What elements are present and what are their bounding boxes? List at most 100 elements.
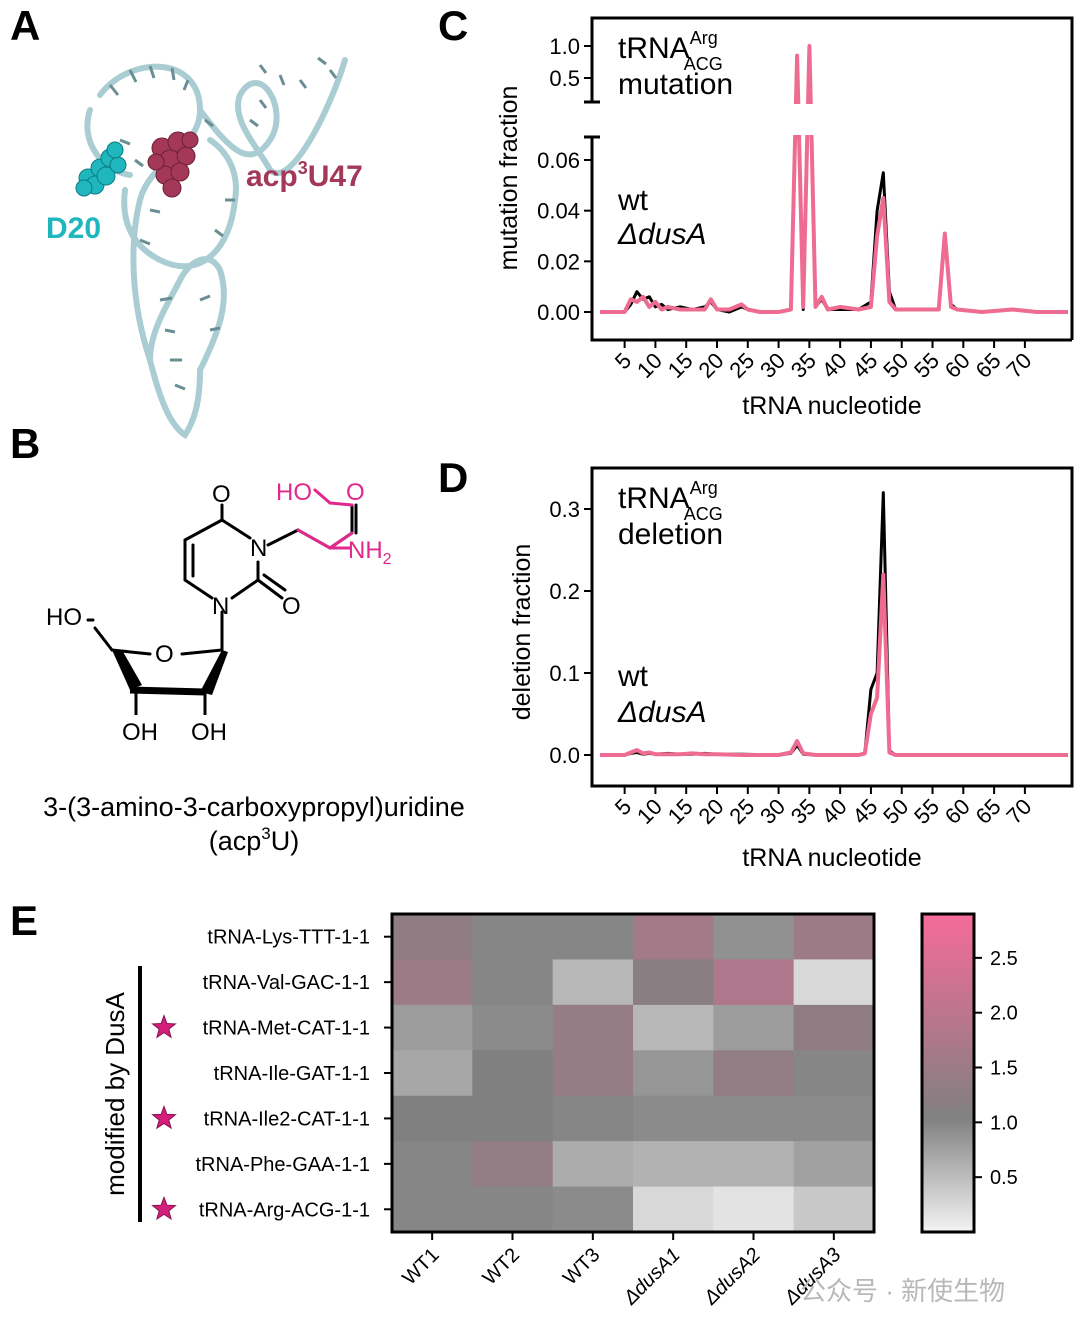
row-label: tRNA-Phe-GAA-1-1 <box>196 1154 371 1176</box>
heatmap-cell <box>633 1095 714 1142</box>
panel-letter-c: C <box>438 2 468 49</box>
row-label: tRNA-Arg-ACG-1-1 <box>199 1199 370 1221</box>
heatmap-cell <box>552 959 634 1006</box>
heatmap-cell <box>392 959 473 1006</box>
chart-d-legend-dusa: ΔdusA <box>617 696 707 729</box>
x-tick-label: 5 <box>610 348 636 374</box>
acp3u-caption-line2: (acp3U) <box>209 824 300 856</box>
heatmap-cell <box>793 1050 875 1097</box>
chart-d-y-ticks: 0.0 0.1 0.2 0.3 <box>549 497 592 768</box>
heatmap-cell <box>392 1141 473 1188</box>
column-label: WT3 <box>559 1244 604 1289</box>
column-label: ΔdusA1 <box>619 1244 685 1310</box>
heatmap-row-labels: tRNA-Lys-TTT-1-1 tRNA-Val-GAC-1-1 tRNA-Met… <box>151 927 392 1221</box>
atom-n-bottom: N <box>212 593 229 620</box>
row-label: tRNA-Ile-GAT-1-1 <box>214 1063 370 1085</box>
y-tick-label: 0.1 <box>549 661 580 686</box>
y-tick-label: 0.06 <box>537 148 580 173</box>
chart-d-frame <box>590 466 1074 788</box>
series-line-dusa <box>600 572 1068 757</box>
y-tick-label: 0.02 <box>537 249 580 274</box>
chart-d-series <box>600 491 1068 757</box>
panel-b: B <box>10 420 465 856</box>
series-line-dusa <box>600 44 1068 314</box>
chart-c-series <box>594 44 1070 314</box>
colorbar <box>920 912 976 1234</box>
atom-o-acid: O <box>346 479 365 506</box>
row-label: tRNA-Lys-TTT-1-1 <box>207 927 370 949</box>
uridine-bonds <box>86 488 358 656</box>
atom-o-right: O <box>282 593 301 620</box>
axis-break-gap <box>594 104 1070 135</box>
heatmap-cell <box>633 1141 714 1188</box>
heatmap-cell <box>392 1095 473 1142</box>
chart-c-frame <box>584 16 1074 342</box>
colorbar-tick-label: 2.5 <box>990 948 1018 970</box>
heatmap-cell <box>633 959 714 1006</box>
atom-ho: HO <box>46 604 82 631</box>
ring-bold-bond <box>129 686 206 696</box>
chart-d-ylabel: deletion fraction <box>508 544 536 721</box>
heatmap-column-labels: WT1 WT2 WT3 ΔdusA1 ΔdusA2 ΔdusA3 <box>398 1232 845 1310</box>
heatmap-cell <box>552 1095 634 1142</box>
chart-c-legend-dusa: ΔdusA <box>617 218 707 251</box>
heatmap-cell <box>472 1095 554 1142</box>
x-tick-label: 70 <box>1001 794 1036 829</box>
heatmap-cell <box>392 1186 473 1233</box>
chart-c-ylabel: mutation fraction <box>495 86 523 271</box>
heatmap-cell <box>552 914 634 960</box>
trna-bases <box>108 56 338 391</box>
star-icon <box>151 1014 177 1039</box>
acp3u47-label: acp3U47 <box>246 158 363 193</box>
y-tick-label: 0.5 <box>549 66 580 91</box>
heatmap-cell <box>713 1004 795 1051</box>
heatmap-cell <box>392 1004 473 1051</box>
heatmap-cell <box>552 1186 634 1233</box>
heatmap-cell <box>713 914 795 960</box>
atom-oh2: OH <box>191 719 227 746</box>
panel-d: D 0.00.10.20.3 5101520253035404550556065… <box>438 454 1074 872</box>
chart-d-legend-kind: deletion <box>618 518 723 551</box>
atom-o-top: O <box>212 481 231 508</box>
heatmap-cell <box>713 959 795 1006</box>
y-tick-label: 0.00 <box>537 300 580 325</box>
column-label: WT2 <box>479 1244 524 1289</box>
chart-d-legend-wt: wt <box>617 660 649 693</box>
column-label: WT1 <box>398 1244 443 1289</box>
chart-c-legend-wt: wt <box>617 184 649 217</box>
heatmap-cell <box>472 1004 554 1051</box>
y-tick-label: 0.04 <box>537 199 580 224</box>
panel-letter-d: D <box>438 454 468 501</box>
y-tick-label: 1.0 <box>549 34 580 59</box>
x-tick-label: 70 <box>1001 348 1036 383</box>
heatmap-cell <box>633 914 714 960</box>
acp3u47-spheres <box>147 131 199 198</box>
acp3u-caption-line1: 3-(3-amino-3-carboxypropyl)uridine <box>43 792 465 822</box>
star-icon <box>151 1195 177 1221</box>
heatmap-cell <box>472 1141 554 1188</box>
colorbar-tick-label: 2.0 <box>990 1003 1018 1025</box>
heatmap-cell <box>793 1004 875 1051</box>
trna-structure <box>84 57 348 440</box>
d20-spheres <box>75 141 127 197</box>
heatmap-cell <box>713 1141 795 1188</box>
heatmap-cell <box>793 1141 875 1188</box>
heatmap-cell <box>793 959 875 1006</box>
heatmap-cell <box>793 1095 875 1142</box>
heatmap-cell <box>472 959 554 1006</box>
chart-d-legend-trna: tRNAArg ACG <box>618 478 723 524</box>
ring-wedge-right <box>200 650 228 695</box>
row-label: tRNA-Met-CAT-1-1 <box>203 1018 370 1040</box>
colorbar-tick-label: 0.5 <box>990 1167 1018 1189</box>
y-tick-label: 0.0 <box>549 743 580 768</box>
chart-c-legend-trna: tRNAArg ACG <box>618 28 723 74</box>
column-label: ΔdusA2 <box>699 1244 765 1310</box>
x-tick-label: 5 <box>610 794 636 820</box>
star-icon <box>151 1104 177 1130</box>
heatmap-cell <box>713 1050 795 1097</box>
atom-n-top: N <box>250 535 267 562</box>
heatmap-cell <box>713 1186 795 1233</box>
